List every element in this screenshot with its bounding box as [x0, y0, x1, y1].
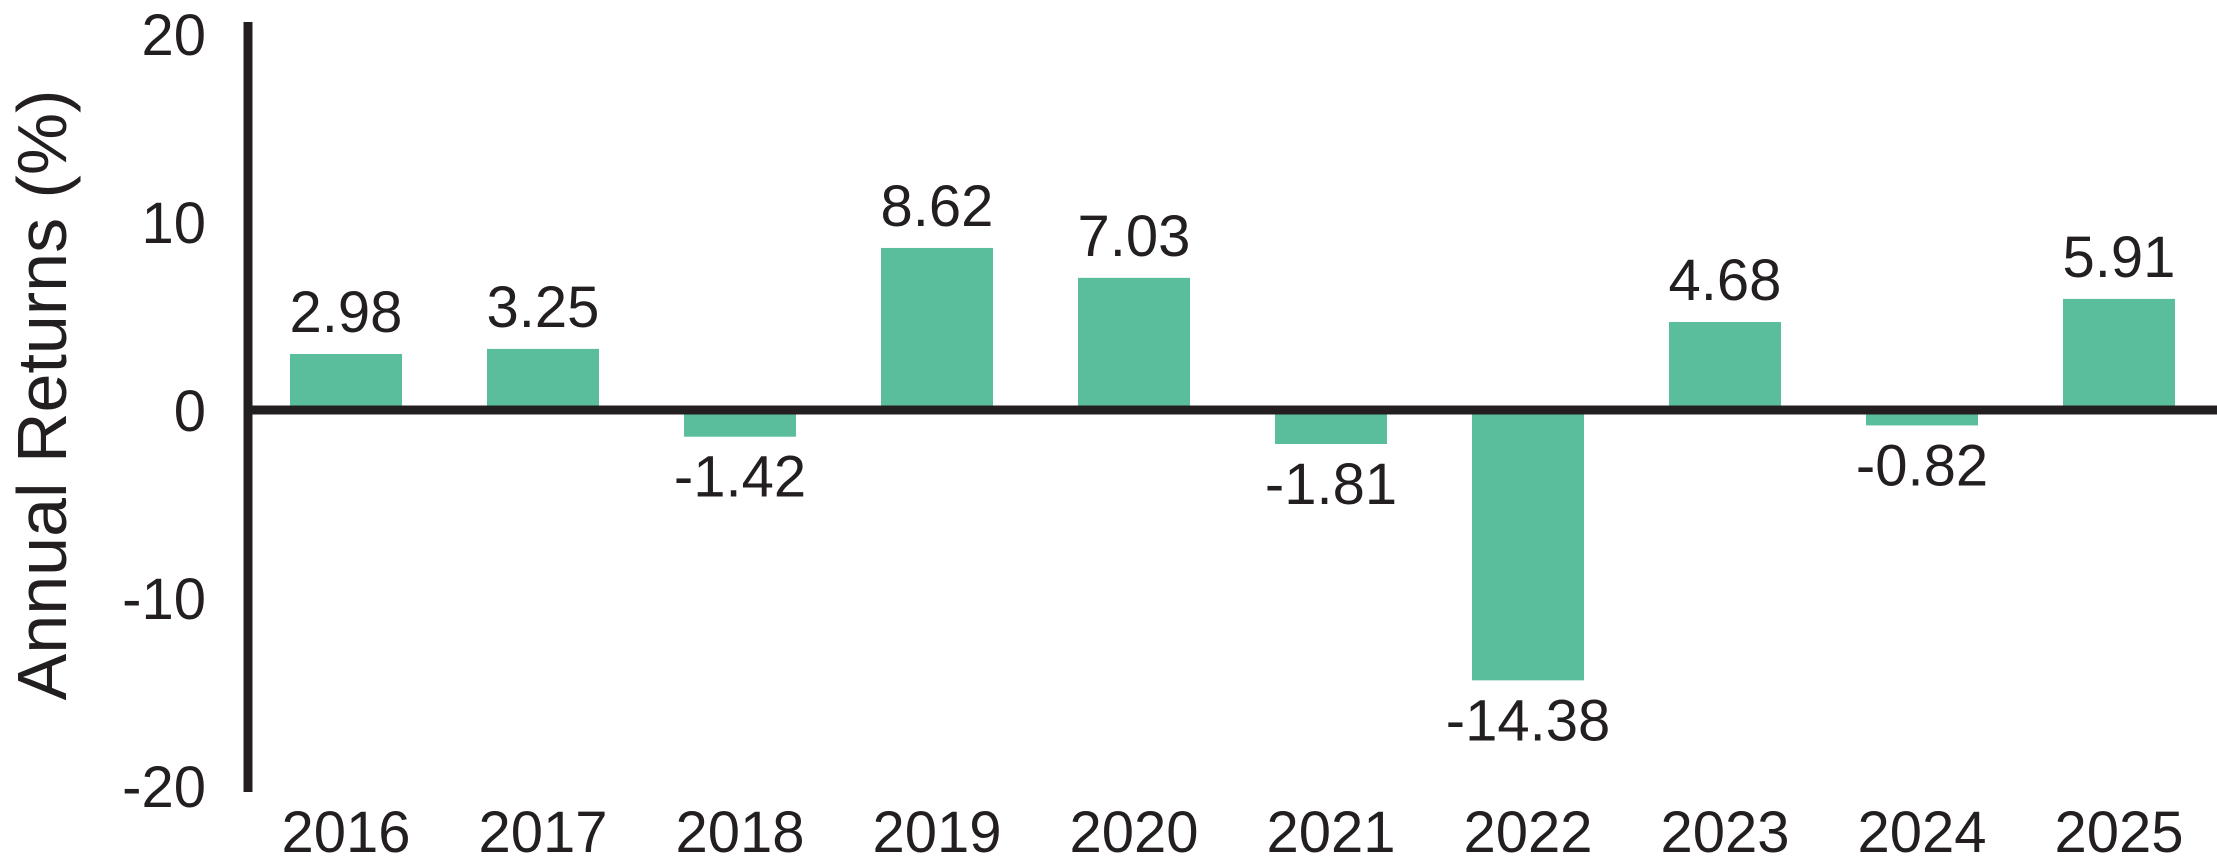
bar-2016: [290, 353, 402, 410]
bar-value-label-2025: 5.91: [2063, 225, 2176, 290]
x-tick-label-2024: 2024: [1857, 800, 1986, 858]
y-tick-label-10: 10: [141, 191, 206, 256]
bar-value-label-2016: 2.98: [290, 280, 403, 345]
bar-2019: [881, 247, 993, 410]
x-tick-label-2016: 2016: [281, 800, 410, 858]
y-tick-label--20: -20: [122, 755, 206, 820]
bar-value-label-2017: 3.25: [487, 275, 600, 340]
bar-value-label-2019: 8.62: [881, 174, 994, 239]
x-tick-label-2025: 2025: [2054, 800, 2183, 858]
x-tick-label-2022: 2022: [1463, 800, 1592, 858]
bar-value-label-2021: -1.81: [1265, 452, 1397, 517]
y-axis-title: Annual Returns (%): [3, 90, 81, 701]
bar-value-label-2018: -1.42: [674, 445, 806, 510]
x-tick-label-2021: 2021: [1266, 800, 1395, 858]
x-tick-label-2018: 2018: [675, 800, 804, 858]
bar-value-label-2024: -0.82: [1856, 433, 1988, 498]
y-tick-label-20: 20: [141, 3, 206, 68]
bar-2020: [1078, 277, 1190, 410]
x-tick-label-2017: 2017: [478, 800, 607, 858]
bar-value-label-2020: 7.03: [1078, 204, 1191, 269]
bar-2025: [2063, 298, 2175, 410]
bar-2017: [487, 348, 599, 410]
bar-2021: [1275, 410, 1387, 445]
x-tick-label-2019: 2019: [872, 800, 1001, 858]
x-tick-label-2020: 2020: [1069, 800, 1198, 858]
y-tick-label--10: -10: [122, 567, 206, 632]
bar-2023: [1669, 322, 1781, 410]
bar-2022: [1472, 410, 1584, 681]
bar-value-label-2023: 4.68: [1669, 248, 1782, 313]
y-tick-label-0: 0: [174, 379, 206, 444]
x-tick-label-2023: 2023: [1660, 800, 1789, 858]
bar-value-label-2022: -14.38: [1446, 688, 1610, 753]
